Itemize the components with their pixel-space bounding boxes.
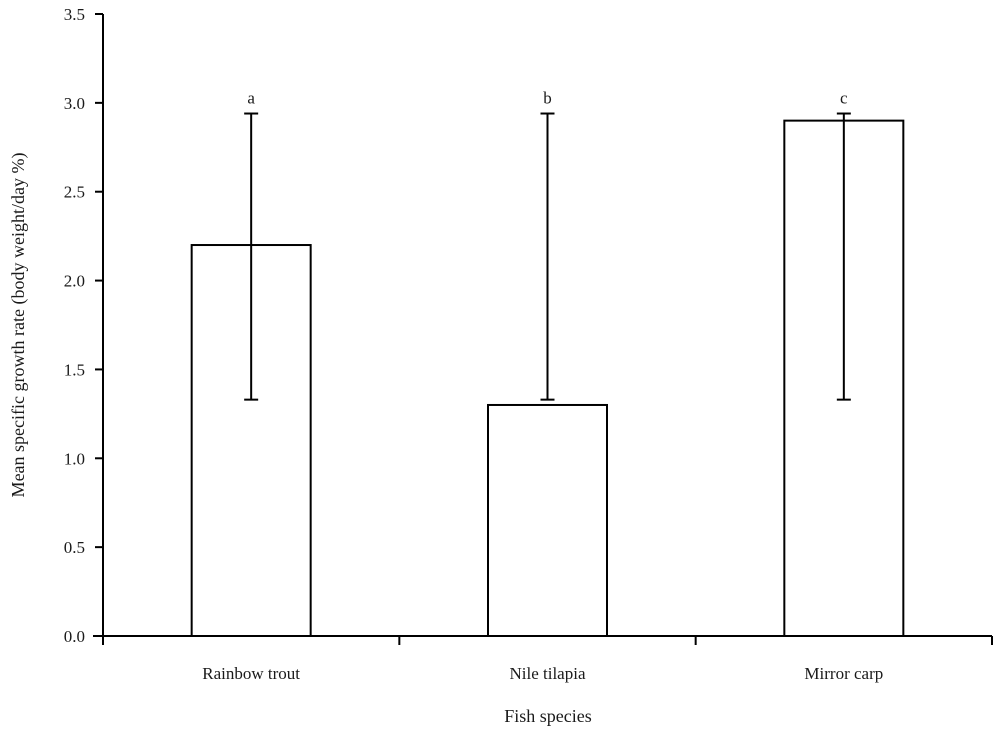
bar-nile-tilapia <box>487 403 608 637</box>
y-axis-ticks: 0.0 0.5 1.0 1.5 2.0 2.5 3.0 3.5 <box>64 5 103 646</box>
x-axis-title: Fish species <box>504 706 592 726</box>
significance-letter: b <box>543 89 552 108</box>
axes <box>93 14 992 637</box>
significance-letters: a b c <box>247 89 848 108</box>
error-bar <box>836 112 851 401</box>
y-tick-label: 3.5 <box>64 5 85 24</box>
error-bar <box>540 112 555 401</box>
y-tick-label: 1.5 <box>64 360 85 379</box>
y-tick-label: 0.5 <box>64 538 85 557</box>
y-tick-label: 0.0 <box>64 627 85 646</box>
y-axis-title: Mean specific growth rate (body weight/d… <box>8 153 29 498</box>
significance-letter: a <box>247 89 255 108</box>
x-category-label: Nile tilapia <box>509 664 585 683</box>
y-tick-label: 2.5 <box>64 183 85 202</box>
y-tick-label: 2.0 <box>64 272 85 291</box>
error-bar <box>244 112 259 401</box>
x-category-label: Mirror carp <box>804 664 883 683</box>
error-bars <box>244 112 851 401</box>
y-tick-label: 1.0 <box>64 449 85 468</box>
significance-letter: c <box>840 89 848 108</box>
x-axis-category-labels: Rainbow trout Nile tilapia Mirror carp <box>202 664 883 683</box>
x-axis-ticks <box>102 636 993 645</box>
y-tick-label: 3.0 <box>64 94 85 113</box>
x-category-label: Rainbow trout <box>202 664 300 683</box>
